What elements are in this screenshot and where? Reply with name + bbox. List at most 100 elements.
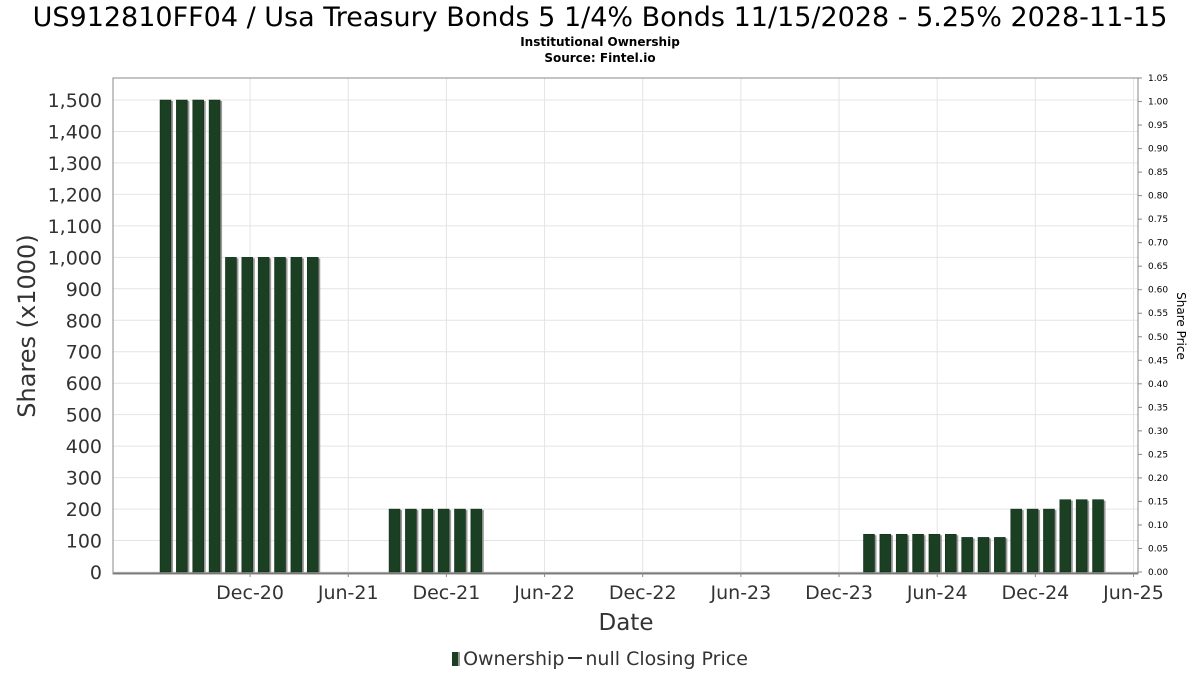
ownership-bar-body (895, 533, 908, 573)
ownership-bar (470, 508, 484, 573)
y2-tick-label: 0.80 (1148, 192, 1168, 202)
ownership-bar (257, 257, 272, 573)
plot-area (112, 77, 1139, 575)
x-tick-label: Jun-25 (1102, 582, 1164, 604)
ownership-bar (241, 257, 255, 573)
ownership-bar-body (863, 533, 875, 573)
y-tick-label: 400 (66, 436, 102, 458)
ownership-bar-body (961, 537, 973, 573)
ownership-bar-body (257, 257, 270, 573)
ownership-bar-body (274, 257, 286, 573)
y-axis-left: 0 100 200 300 400 500 600 700 800 900 1,000 1,100 1,… (48, 90, 102, 584)
ownership-bar (306, 257, 321, 573)
x-axis-label: Date (599, 610, 654, 636)
ownership-bar (945, 533, 959, 573)
y2-tick-label: 0.55 (1148, 309, 1168, 319)
ownership-bar (1010, 508, 1024, 573)
ownership-bar-body (994, 537, 1006, 573)
x-tick-label: Dec-24 (1001, 582, 1069, 604)
y2-tick-label: 0.00 (1148, 568, 1168, 578)
ownership-bar (225, 257, 239, 573)
legend-closing-price-label: null Closing Price (585, 648, 748, 670)
y-tick-label: 800 (66, 310, 102, 332)
ownership-bar-body (225, 257, 237, 573)
closing-price-legend-line (568, 657, 583, 659)
y2-tick-label: 0.15 (1148, 497, 1168, 507)
y-tick-label: 1,200 (48, 184, 102, 206)
ownership-bar (405, 508, 419, 573)
legend-ownership-label: Ownership (463, 648, 565, 670)
ownership-bar (290, 257, 304, 573)
ownership-bar (176, 99, 190, 573)
y-axis-right: 0.00 0.05 0.10 0.15 0.20 0.25 0.30 0.35 0.40 0.45… (1138, 74, 1168, 578)
ownership-bar (159, 99, 173, 573)
y-tick-label: 1,500 (48, 90, 102, 112)
ownership-bar (274, 257, 288, 573)
ownership-bar (994, 537, 1008, 573)
y2-tick-label: 0.35 (1148, 403, 1168, 413)
y2-tick-label: 0.90 (1148, 145, 1168, 155)
y-tick-label: 300 (66, 468, 102, 490)
x-tick-label: Dec-21 (412, 582, 480, 604)
ownership-bar (437, 508, 452, 573)
ownership-bar-body (405, 508, 417, 573)
ownership-bar-body (176, 99, 188, 573)
x-axis: Dec-20 Jun-21 Dec-21 Jun-22 Dec-22 Jun-23 Dec-… (216, 573, 1164, 604)
ownership-bar (895, 533, 910, 573)
y-tick-label: 100 (66, 531, 102, 553)
ownership-bar-body (1026, 508, 1039, 573)
ownership-bar-body (437, 508, 450, 573)
ownership-bar-body (241, 257, 254, 573)
x-tick-label: Jun-22 (513, 582, 575, 604)
ownership-bar (912, 533, 926, 573)
x-tick-label: Dec-20 (216, 582, 284, 604)
ownership-bar (454, 508, 468, 573)
ownership-bar-body (159, 99, 172, 573)
legend: Ownership null Closing Price (0, 647, 1200, 671)
ownership-bar (1092, 499, 1106, 573)
ownership-legend-swatch (452, 652, 461, 666)
ownership-bar (1075, 499, 1090, 573)
y2-tick-label: 1.00 (1148, 98, 1168, 108)
y2-tick-label: 0.85 (1148, 168, 1168, 178)
ownership-bar (928, 533, 942, 573)
ownership-bar (961, 537, 975, 573)
x-tick-label: Dec-23 (805, 582, 873, 604)
y2-tick-label: 0.75 (1148, 215, 1168, 225)
ownership-bar-body (421, 508, 434, 573)
y-tick-label: 1,300 (48, 153, 102, 175)
y2-tick-label: 0.40 (1148, 380, 1168, 390)
y2-tick-label: 0.20 (1148, 474, 1168, 484)
ownership-bar (388, 508, 403, 573)
y2-tick-label: 0.65 (1148, 262, 1168, 272)
ownership-bar-body (977, 537, 990, 573)
y2-tick-label: 0.30 (1148, 427, 1168, 437)
ownership-bar-body (290, 257, 303, 573)
ownership-bar-body (1043, 508, 1055, 573)
ownership-bar (879, 533, 893, 573)
ownership-bar (863, 533, 877, 573)
y2-tick-label: 0.05 (1148, 544, 1168, 554)
ownership-bar-body (912, 533, 924, 573)
ownership-bar-body (1059, 499, 1072, 573)
y-tick-label: 900 (66, 279, 102, 301)
y2-axis-label: Share Price (1174, 292, 1188, 360)
ownership-bar (1059, 499, 1073, 573)
y2-tick-label: 0.10 (1148, 521, 1168, 531)
y-axis-label: Shares (x1000) (13, 234, 41, 417)
ownership-bar-body (1075, 499, 1088, 573)
y2-tick-label: 0.45 (1148, 356, 1168, 366)
ownership-bar (192, 99, 206, 573)
ownership-bar-body (470, 508, 483, 573)
y-tick-label: 1,000 (48, 247, 102, 269)
x-tick-label: Dec-22 (609, 582, 677, 604)
ownership-bar-body (1010, 508, 1022, 573)
x-tick-label: Jun-21 (317, 582, 379, 604)
ownership-bars (159, 99, 1106, 573)
y2-tick-label: 0.50 (1148, 333, 1168, 343)
chart-source: Source: Fintel.io (544, 51, 656, 65)
y-tick-label: 700 (66, 342, 102, 364)
y-tick-label: 200 (66, 499, 102, 521)
ownership-bar-body (192, 99, 204, 573)
